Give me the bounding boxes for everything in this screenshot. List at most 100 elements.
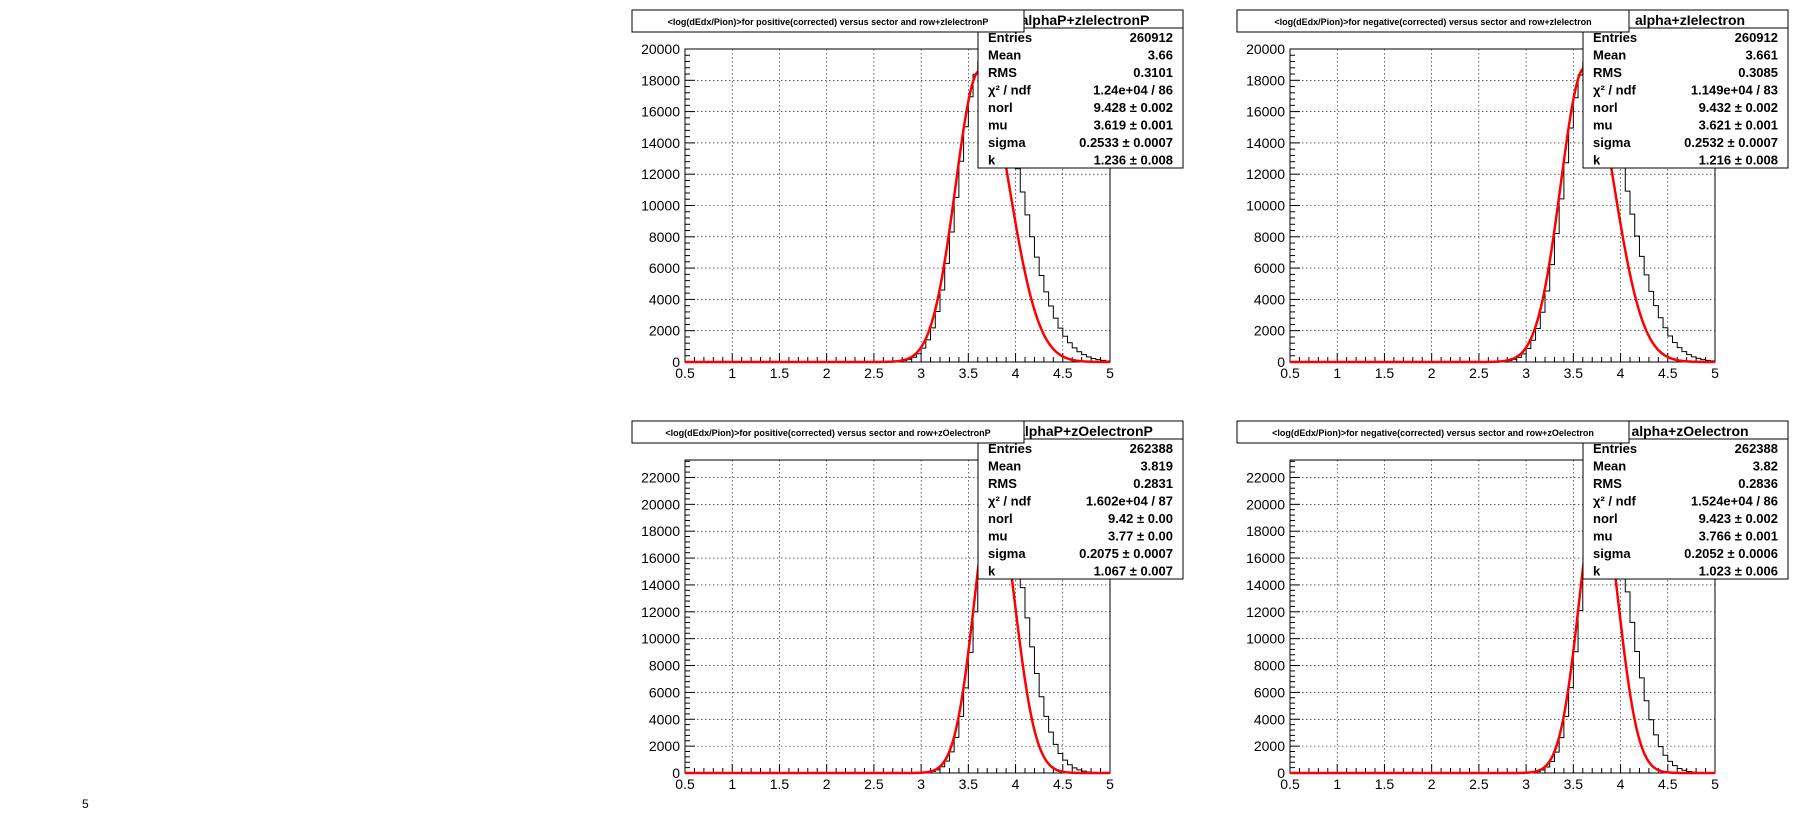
x-tick-label: 4.5 xyxy=(1658,365,1678,381)
stats-label: k xyxy=(1593,153,1601,168)
x-tick-label: 4.5 xyxy=(1053,365,1073,381)
stats-box xyxy=(977,420,1184,580)
y-tick-label: 2000 xyxy=(649,323,680,339)
chart-title-overlay: <log(dEdx/Pion)>for negative(corrected) … xyxy=(1274,17,1591,27)
stats-value: 1.023 ± 0.006 xyxy=(1699,564,1778,579)
fit-curve xyxy=(1290,489,1715,775)
stats-value: 3.66 xyxy=(1148,48,1173,63)
stray-mark: 5 xyxy=(82,797,89,811)
stats-label: RMS xyxy=(988,476,1017,491)
stats-label: norl xyxy=(988,511,1013,526)
x-tick-label: 0.5 xyxy=(1280,776,1300,792)
stats-value: 3.661 xyxy=(1745,48,1778,63)
y-tick-label: 0 xyxy=(1277,354,1285,370)
stats-label: Mean xyxy=(1593,48,1626,63)
x-tick-label: 2 xyxy=(1428,365,1436,381)
stats-label: sigma xyxy=(988,135,1026,150)
stats-box xyxy=(977,9,1184,169)
stats-label: RMS xyxy=(988,65,1017,80)
y-tick-label: 0 xyxy=(1277,765,1285,781)
stats-value: 0.2075 ± 0.0007 xyxy=(1079,546,1173,561)
x-tick-label: 1.5 xyxy=(1375,776,1395,792)
stats-box xyxy=(1582,9,1789,169)
stats-value: 0.2533 ± 0.0007 xyxy=(1079,135,1173,150)
y-tick-label: 10000 xyxy=(641,631,680,647)
x-tick-label: 3 xyxy=(1522,776,1530,792)
y-tick-label: 0 xyxy=(672,354,680,370)
x-tick-label: 2 xyxy=(823,776,831,792)
stats-value: 1.149e+04 / 83 xyxy=(1691,83,1778,98)
stats-value: 3.77 ± 0.00 xyxy=(1108,529,1173,544)
stats-label: sigma xyxy=(1593,546,1631,561)
stats-value: 0.3085 xyxy=(1738,65,1778,80)
chart-panel-3: 0.5 1 1.5 2 2.5 3 3.5 4 4.5 5 0 2000 4000 6000 8000 100… xyxy=(631,420,1184,792)
stats-value: 262388 xyxy=(1130,441,1173,456)
x-tick-label: 3.5 xyxy=(959,365,979,381)
y-tick-label: 8000 xyxy=(1254,658,1285,674)
stats-label: sigma xyxy=(988,546,1026,561)
x-tick-label: 4.5 xyxy=(1053,776,1073,792)
x-tick-label: 3.5 xyxy=(1564,365,1584,381)
stats-label: norl xyxy=(1593,511,1618,526)
chart-panel-2: 0.5 1 1.5 2 2.5 3 3.5 4 4.5 5 0 2000 4000 6000 8000 100… xyxy=(1236,9,1789,381)
stats-label: k xyxy=(988,564,996,579)
stats-value: 0.2836 xyxy=(1738,476,1778,491)
chart-title-overlay: <log(dEdx/Pion)>for negative(corrected) … xyxy=(1272,428,1594,438)
stats-value: 1.067 ± 0.007 xyxy=(1094,564,1173,579)
fit-curve xyxy=(685,69,1110,364)
title-box-overlay xyxy=(631,420,1025,444)
stats-value: 1.24e+04 / 86 xyxy=(1093,83,1173,98)
stats-value: 260912 xyxy=(1735,30,1778,45)
x-tick-label: 1 xyxy=(1333,365,1341,381)
stats-label: Entries xyxy=(1593,441,1637,456)
stats-value: 1.216 ± 0.008 xyxy=(1699,153,1778,168)
stats-value: 9.432 ± 0.002 xyxy=(1699,100,1778,115)
y-tick-label: 10000 xyxy=(1246,631,1285,647)
y-tick-label: 14000 xyxy=(641,135,680,151)
x-tick-label: 4 xyxy=(1012,776,1020,792)
fit-curve xyxy=(685,489,1110,775)
chart-panel-4: 0.5 1 1.5 2 2.5 3 3.5 4 4.5 5 0 2000 4000 6000 8000 100… xyxy=(1236,420,1789,792)
stats-label: sigma xyxy=(1593,135,1631,150)
y-tick-label: 8000 xyxy=(649,229,680,245)
stats-label: Mean xyxy=(1593,459,1626,474)
y-tick-label: 6000 xyxy=(649,684,680,700)
y-tick-label: 18000 xyxy=(641,523,680,539)
stats-value: 9.42 ± 0.00 xyxy=(1108,511,1173,526)
stats-label: χ² / ndf xyxy=(988,83,1032,98)
y-tick-label: 2000 xyxy=(1254,738,1285,754)
y-tick-label: 14000 xyxy=(1246,577,1285,593)
y-tick-label: 20000 xyxy=(1246,496,1285,512)
x-tick-label: 3 xyxy=(1522,365,1530,381)
y-tick-label: 12000 xyxy=(1246,166,1285,182)
stats-value: 3.819 xyxy=(1140,459,1173,474)
stats-label: norl xyxy=(1593,100,1618,115)
stats-value: 262388 xyxy=(1735,441,1778,456)
stats-label: norl xyxy=(988,100,1013,115)
stats-value: 260912 xyxy=(1130,30,1173,45)
y-tick-label: 20000 xyxy=(641,496,680,512)
x-tick-label: 1.5 xyxy=(770,365,790,381)
y-tick-label: 4000 xyxy=(649,291,680,307)
y-tick-label: 6000 xyxy=(1254,684,1285,700)
y-tick-label: 18000 xyxy=(1246,523,1285,539)
x-tick-label: 4 xyxy=(1012,365,1020,381)
y-tick-label: 16000 xyxy=(641,550,680,566)
stats-label: RMS xyxy=(1593,65,1622,80)
y-tick-label: 20000 xyxy=(1246,41,1285,57)
title-box-overlay xyxy=(631,9,1025,33)
x-tick-label: 1.5 xyxy=(1375,365,1395,381)
x-tick-label: 2 xyxy=(823,365,831,381)
stats-name: alpha+zIelectron xyxy=(1635,12,1745,28)
stats-label: Mean xyxy=(988,459,1021,474)
y-tick-label: 10000 xyxy=(1246,198,1285,214)
x-tick-label: 3.5 xyxy=(959,776,979,792)
x-tick-label: 2.5 xyxy=(1469,776,1489,792)
stats-label: Mean xyxy=(988,48,1021,63)
y-tick-label: 14000 xyxy=(1246,135,1285,151)
stats-label: χ² / ndf xyxy=(988,494,1032,509)
x-tick-label: 4.5 xyxy=(1658,776,1678,792)
stats-value: 9.428 ± 0.002 xyxy=(1094,100,1173,115)
y-tick-label: 20000 xyxy=(641,41,680,57)
y-tick-label: 4000 xyxy=(1254,711,1285,727)
